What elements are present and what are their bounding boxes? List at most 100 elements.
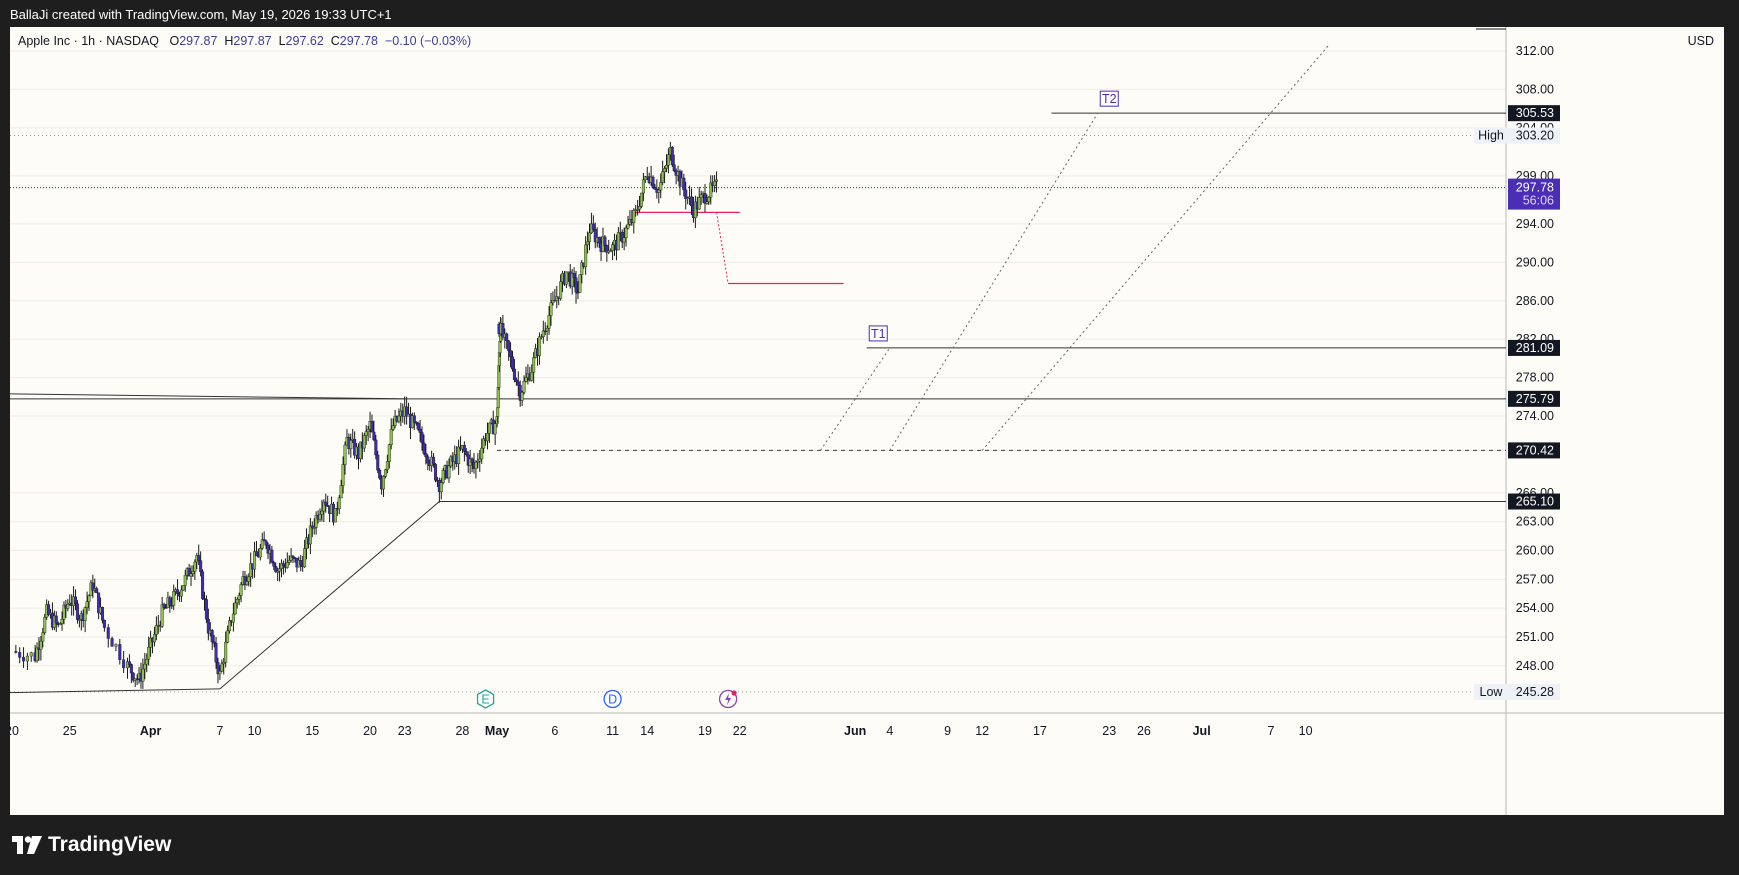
candle-down[interactable] [118, 644, 122, 660]
candle-up[interactable] [258, 548, 262, 558]
candle-up[interactable] [636, 209, 640, 211]
candle-down[interactable] [212, 641, 216, 644]
candle-down[interactable] [653, 187, 657, 190]
candle-up[interactable] [616, 232, 620, 251]
candle-up[interactable] [551, 300, 555, 304]
candle-down[interactable] [266, 545, 270, 554]
candle-down[interactable] [254, 551, 258, 556]
candle-up[interactable] [220, 663, 224, 672]
candle-up[interactable] [705, 201, 709, 204]
price-tag[interactable] [1508, 442, 1560, 459]
candle-down[interactable] [100, 607, 104, 621]
candle-up[interactable] [35, 647, 39, 661]
candle-up[interactable] [160, 604, 164, 627]
candle-up[interactable] [85, 601, 89, 608]
candle-up[interactable] [387, 444, 391, 462]
candle-up[interactable] [231, 613, 235, 623]
candle-up[interactable] [496, 407, 500, 417]
candle-down[interactable] [164, 607, 168, 609]
candle-down[interactable] [274, 566, 278, 572]
candle-up[interactable] [638, 206, 642, 210]
candle-up[interactable] [218, 670, 222, 675]
candle-down[interactable] [414, 422, 418, 424]
candle-down[interactable] [509, 350, 513, 358]
candle-down[interactable] [416, 422, 420, 430]
candle-down[interactable] [418, 429, 422, 433]
candle-down[interactable] [106, 627, 110, 639]
candle-down[interactable] [422, 442, 426, 454]
candle-up[interactable] [237, 595, 241, 600]
candle-up[interactable] [584, 244, 588, 267]
downtrend-line[interactable] [10, 393, 405, 400]
candle-up[interactable] [541, 330, 545, 337]
candle-up[interactable] [260, 539, 264, 549]
projection-line-2[interactable] [889, 112, 1099, 451]
candle-down[interactable] [47, 604, 51, 615]
candle-down[interactable] [378, 469, 382, 479]
candle-up[interactable] [663, 168, 667, 172]
candle-down[interactable] [462, 445, 466, 452]
candle-up[interactable] [320, 510, 324, 515]
candle-up[interactable] [532, 357, 536, 373]
candle-down[interactable] [102, 620, 106, 628]
candle-up[interactable] [641, 179, 645, 194]
candle-up[interactable] [322, 501, 326, 512]
price-tag[interactable] [1508, 127, 1560, 144]
candle-up[interactable] [665, 165, 669, 169]
candle-down[interactable] [197, 555, 201, 561]
candle-up[interactable] [666, 154, 670, 166]
candle-up[interactable] [39, 640, 43, 650]
price-chart[interactable]: T1T2312.00308.00304.00299.00294.00290.00… [10, 27, 1724, 815]
candle-down[interactable] [199, 560, 203, 572]
candle-up[interactable] [58, 623, 62, 625]
candle-up[interactable] [228, 620, 232, 631]
candle-down[interactable] [264, 540, 268, 546]
candle-up[interactable] [391, 425, 395, 430]
candle-down[interactable] [605, 245, 609, 253]
candle-up[interactable] [154, 625, 158, 635]
candle-up[interactable] [447, 465, 451, 479]
candle-up[interactable] [343, 444, 347, 465]
candle-down[interactable] [202, 598, 206, 600]
candle-up[interactable] [152, 634, 156, 643]
candle-up[interactable] [624, 227, 628, 238]
candle-down[interactable] [576, 292, 580, 294]
candle-up[interactable] [43, 616, 47, 633]
candle-up[interactable] [609, 250, 613, 252]
candle-down[interactable] [281, 563, 285, 566]
candle-down[interactable] [324, 501, 328, 506]
candle-up[interactable] [235, 598, 239, 604]
currency-label[interactable]: USD [1687, 34, 1714, 48]
candle-down[interactable] [670, 147, 674, 166]
candle-up[interactable] [524, 377, 528, 382]
candle-up[interactable] [686, 197, 690, 200]
candle-up[interactable] [493, 423, 497, 435]
candle-up[interactable] [245, 581, 249, 585]
candle-down[interactable] [424, 453, 428, 457]
candle-down[interactable] [543, 330, 547, 333]
candle-down[interactable] [95, 588, 99, 594]
candle-up[interactable] [522, 381, 526, 393]
candle-down[interactable] [470, 458, 474, 463]
candle-down[interactable] [690, 196, 694, 207]
candle-up[interactable] [62, 604, 66, 620]
candle-down[interactable] [168, 597, 172, 606]
candle-down[interactable] [127, 661, 131, 665]
candle-up[interactable] [530, 371, 534, 381]
candle-up[interactable] [397, 415, 401, 422]
uptrend-line[interactable] [219, 501, 440, 690]
candle-down[interactable] [122, 659, 126, 669]
candle-up[interactable] [183, 574, 187, 586]
candle-down[interactable] [591, 223, 595, 230]
target-box-t1[interactable] [868, 325, 888, 342]
candle-down[interactable] [512, 368, 516, 380]
candle-up[interactable] [312, 527, 316, 529]
candle-down[interactable] [310, 525, 314, 529]
candle-down[interactable] [243, 576, 247, 585]
candle-up[interactable] [189, 573, 193, 577]
price-tag[interactable] [1508, 390, 1560, 407]
candle-up[interactable] [457, 446, 461, 465]
candle-down[interactable] [514, 379, 518, 382]
base-trend-line[interactable] [10, 688, 220, 694]
candle-up[interactable] [29, 652, 33, 657]
